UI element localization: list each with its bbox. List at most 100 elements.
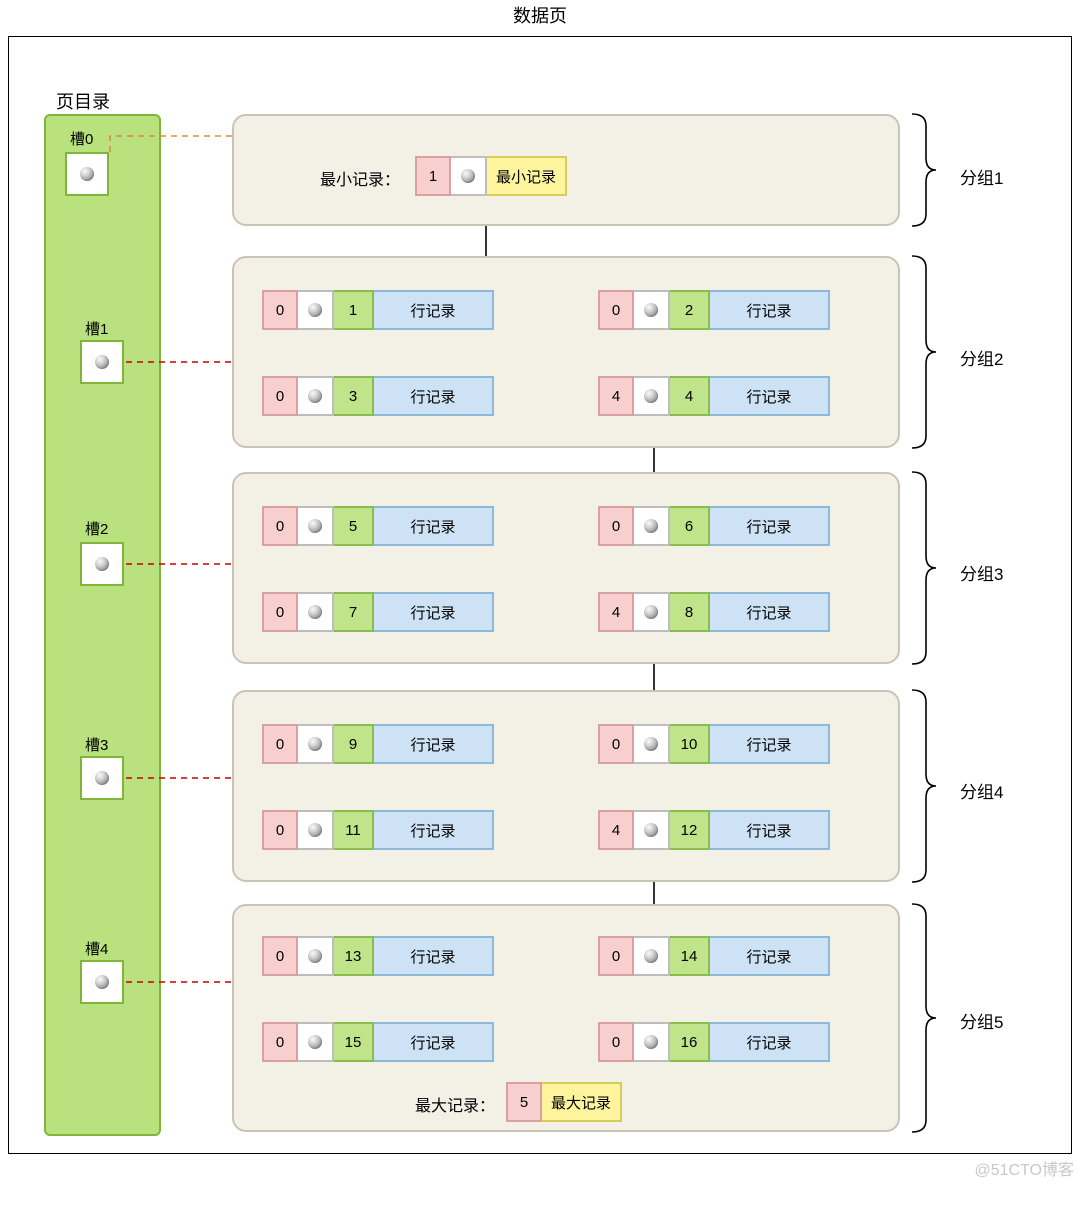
cell: 行记录 (710, 376, 830, 416)
bullet-icon (644, 389, 658, 403)
bullet-icon (95, 975, 109, 989)
bullet-icon (644, 1035, 658, 1049)
bullet-icon (308, 389, 322, 403)
record-16: 016行记录 (598, 1022, 830, 1062)
bullet-icon (644, 519, 658, 533)
cell-dot (298, 1022, 334, 1062)
cell-dot (298, 592, 334, 632)
bullet-icon (95, 771, 109, 785)
cell: 行记录 (374, 724, 494, 764)
group-label-3: 分组3 (960, 560, 1003, 585)
cell: 0 (598, 506, 634, 546)
cell-dot (298, 290, 334, 330)
bullet-icon (644, 737, 658, 751)
cell: 0 (262, 376, 298, 416)
record-11: 011行记录 (262, 810, 494, 850)
cell: 12 (670, 810, 710, 850)
cell: 行记录 (710, 724, 830, 764)
cell: 行记录 (710, 592, 830, 632)
diagram-canvas: 数据页 页目录 @51CTO博客 槽0槽1槽2槽3槽4分组1分组201行记录02… (0, 0, 1080, 1228)
max-record-label: 最大记录： (415, 1092, 495, 1116)
cell: 7 (334, 592, 374, 632)
record-8: 48行记录 (598, 592, 830, 632)
cell: 最大记录 (542, 1082, 622, 1122)
cell: 0 (262, 1022, 298, 1062)
cell-dot (298, 724, 334, 764)
record-1: 01行记录 (262, 290, 494, 330)
cell: 行记录 (374, 506, 494, 546)
cell: 0 (262, 936, 298, 976)
slot-label-1: 槽1 (85, 318, 108, 339)
bullet-icon (644, 823, 658, 837)
cell-dot (634, 506, 670, 546)
group-label-2: 分组2 (960, 345, 1003, 370)
record-13: 0 13行记录 (262, 936, 494, 976)
cell: 行记录 (374, 1022, 494, 1062)
bullet-icon (95, 355, 109, 369)
record-7: 07行记录 (262, 592, 494, 632)
cell-dot (298, 506, 334, 546)
slot-label-2: 槽2 (85, 518, 108, 539)
group-label-4: 分组4 (960, 778, 1003, 803)
cell: 1 (415, 156, 451, 196)
slot-label-4: 槽4 (85, 938, 108, 959)
cell: 行记录 (710, 810, 830, 850)
cell: 行记录 (710, 936, 830, 976)
cell: 1 (334, 290, 374, 330)
record-10: 010行记录 (598, 724, 830, 764)
cell: 0 (262, 506, 298, 546)
cell: 6 (670, 506, 710, 546)
cell-dot (634, 1022, 670, 1062)
cell-dot (634, 724, 670, 764)
group-label-1: 分组1 (960, 164, 1003, 189)
cell: 0 (598, 936, 634, 976)
cell: 8 (670, 592, 710, 632)
cell: 5 (506, 1082, 542, 1122)
watermark: @51CTO博客 (974, 1156, 1074, 1180)
record-9: 09行记录 (262, 724, 494, 764)
cell-dot (634, 290, 670, 330)
group-label-5: 分组5 (960, 1008, 1003, 1033)
cell: 0 (262, 724, 298, 764)
cell: 行记录 (710, 290, 830, 330)
group-3 (232, 472, 900, 664)
slot-label-0: 槽0 (70, 128, 93, 149)
cell-dot (298, 936, 334, 976)
cell: 4 (598, 376, 634, 416)
record-5: 05行记录 (262, 506, 494, 546)
bullet-icon (461, 169, 475, 183)
group-2 (232, 256, 900, 448)
cell: 13 (334, 936, 374, 976)
cell-dot (634, 592, 670, 632)
record-2: 02行记录 (598, 290, 830, 330)
record-6: 06行记录 (598, 506, 830, 546)
bullet-icon (644, 303, 658, 317)
cell (451, 156, 487, 196)
cell: 0 (262, 592, 298, 632)
max-record: 5最大记录 (506, 1082, 622, 1122)
record-4: 44行记录 (598, 376, 830, 416)
cell: 0 (262, 290, 298, 330)
bullet-icon (308, 1035, 322, 1049)
record-3: 03行记录 (262, 376, 494, 416)
record-14: 0 14行记录 (598, 936, 830, 976)
cell: 2 (670, 290, 710, 330)
cell: 14 (670, 936, 710, 976)
bullet-icon (308, 303, 322, 317)
cell: 行记录 (374, 592, 494, 632)
slot-box-1 (80, 340, 124, 384)
cell: 最小记录 (487, 156, 567, 196)
cell-dot (634, 810, 670, 850)
slot-box-2 (80, 542, 124, 586)
bullet-icon (308, 605, 322, 619)
cell: 行记录 (710, 1022, 830, 1062)
cell: 行记录 (710, 506, 830, 546)
cell: 3 (334, 376, 374, 416)
slot-box-3 (80, 756, 124, 800)
slot-label-3: 槽3 (85, 734, 108, 755)
bullet-icon (308, 823, 322, 837)
cell: 行记录 (374, 290, 494, 330)
bullet-icon (644, 949, 658, 963)
cell: 行记录 (374, 936, 494, 976)
directory-title: 页目录 (56, 88, 110, 114)
